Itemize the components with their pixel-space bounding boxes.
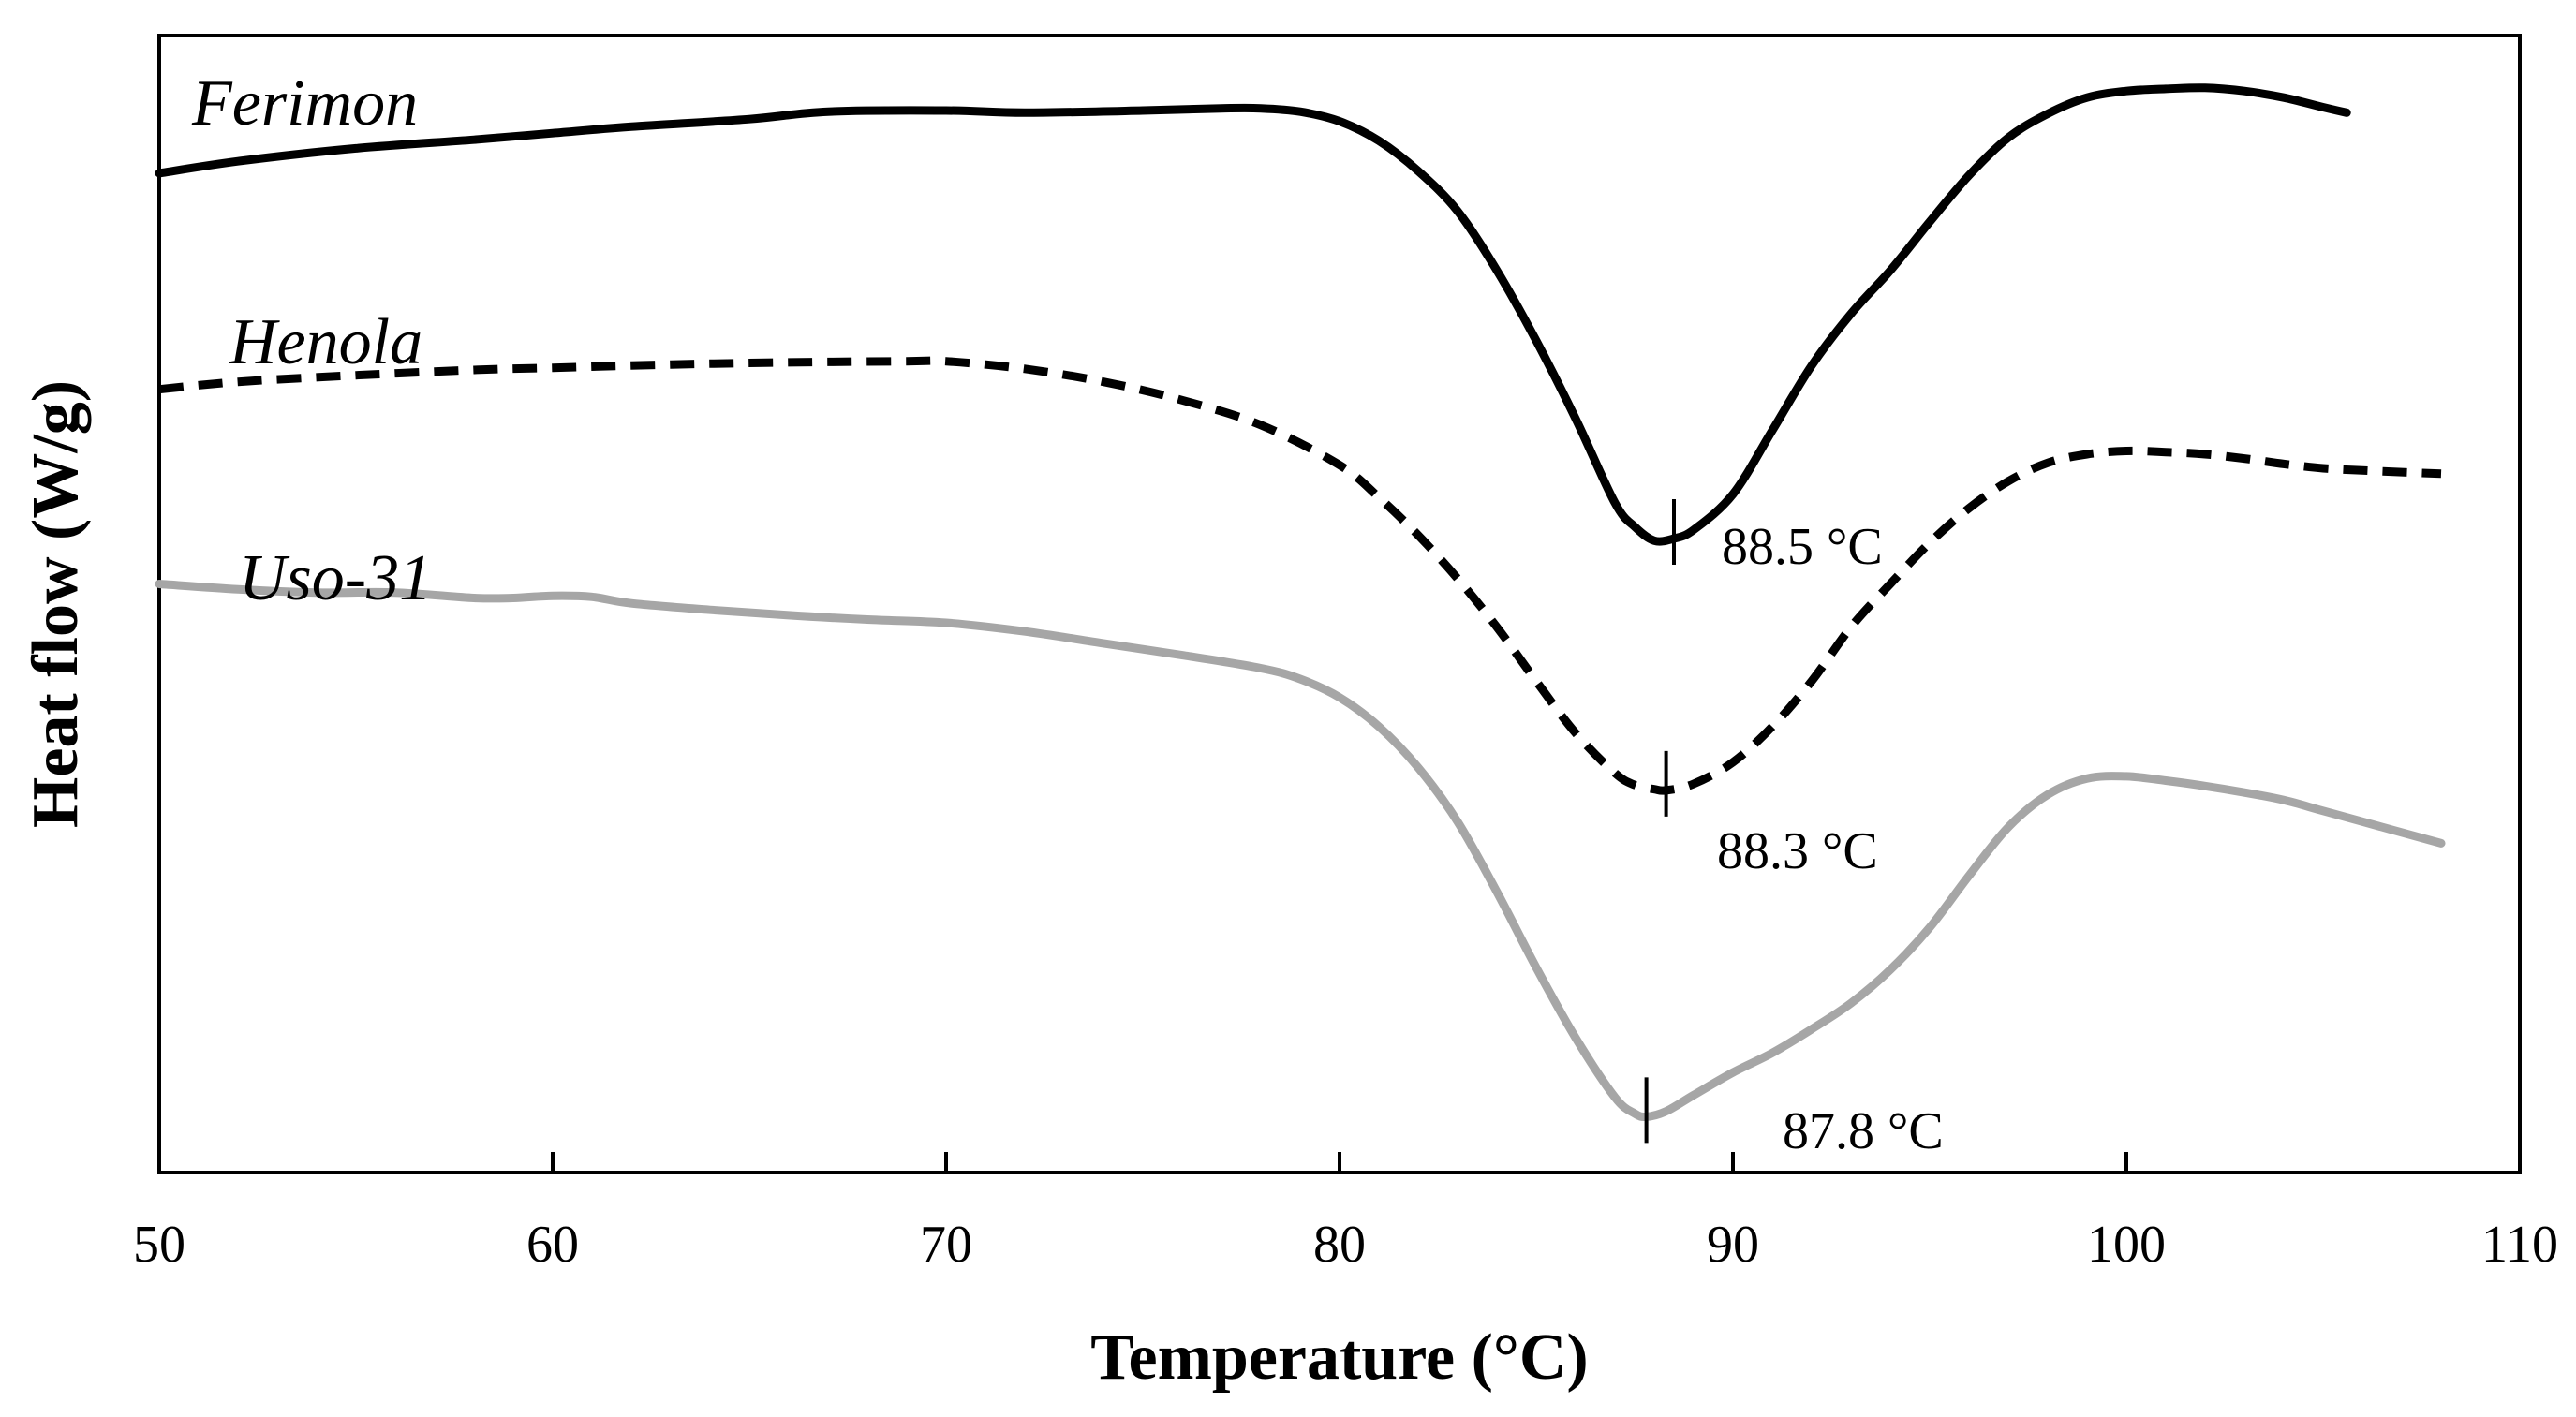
y-axis-title: Heat flow (W/g) — [20, 380, 92, 828]
series-line-uso-31 — [155, 580, 2446, 1122]
x-tick-label-90: 90 — [1707, 1216, 1759, 1274]
peak-label-ferimon: 88.5 °C — [1722, 518, 1883, 576]
plot-frame — [157, 34, 2522, 1174]
x-tick-label-110: 110 — [2481, 1216, 2558, 1274]
series-lines — [155, 83, 2446, 1122]
peak-label-henola: 88.3 °C — [1717, 822, 1878, 880]
x-tick-label-60: 60 — [526, 1216, 579, 1274]
x-axis-ticks — [157, 1152, 2522, 1173]
series-label-ferimon: Ferimon — [191, 67, 418, 140]
x-axis-title: Temperature (°C) — [1090, 1321, 1589, 1394]
peak-markers — [1644, 498, 1676, 1144]
x-tick-label-80: 80 — [1313, 1216, 1366, 1274]
x-tick-label-100: 100 — [2087, 1216, 2166, 1274]
x-tick-label-70: 70 — [920, 1216, 972, 1274]
series-line-henola — [158, 356, 2442, 795]
series-label-henola: Henola — [229, 306, 422, 378]
peak-label-uso-31: 87.8 °C — [1783, 1102, 1944, 1160]
x-axis-tick-labels: 50 60 70 80 90 100 110 — [133, 1216, 2558, 1274]
series-line-ferimon — [155, 83, 2351, 546]
series-label-uso-31: Uso-31 — [239, 542, 432, 614]
x-tick-label-50: 50 — [133, 1216, 185, 1274]
